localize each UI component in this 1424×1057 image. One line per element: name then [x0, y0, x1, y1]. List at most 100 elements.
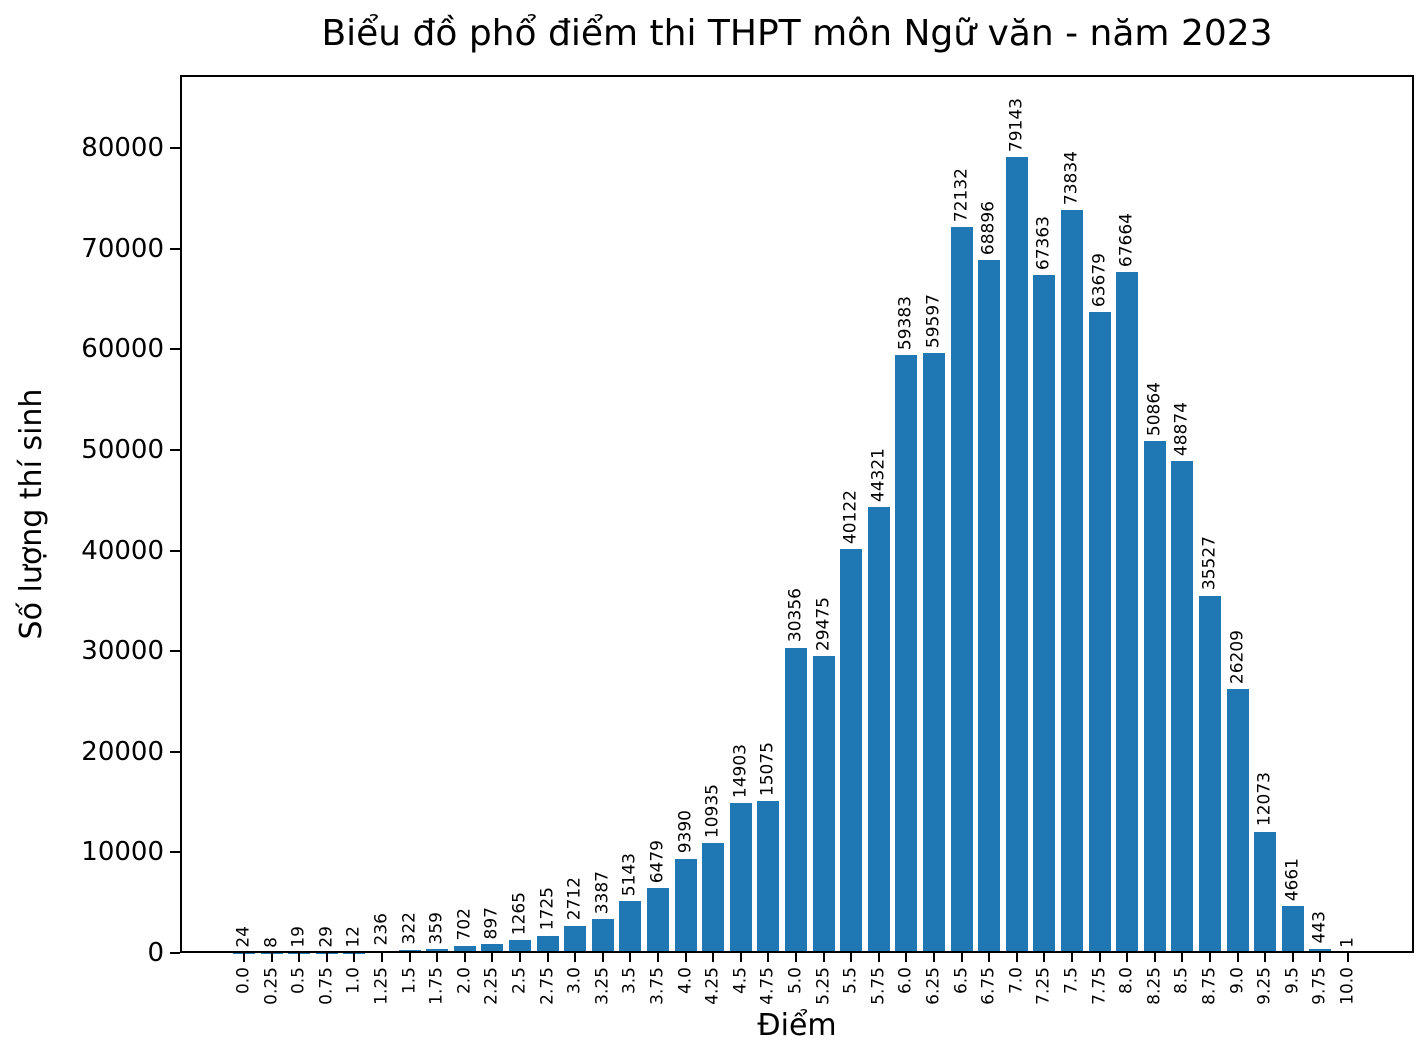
bar — [371, 950, 393, 953]
x-tick — [574, 953, 577, 962]
x-tick-label: 1.0 — [343, 967, 364, 995]
x-tick — [767, 953, 770, 962]
x-tick — [1181, 953, 1184, 962]
x-tick-label: 8.0 — [1116, 967, 1137, 995]
y-tick — [170, 348, 180, 351]
x-tick — [629, 953, 632, 962]
x-tick-label: 4.5 — [730, 967, 751, 995]
x-tick-label: 8.75 — [1199, 967, 1220, 1005]
bar-value-label: 3387 — [592, 870, 613, 914]
x-tick-label: 3.5 — [619, 967, 640, 995]
x-tick — [298, 953, 301, 962]
y-tick — [170, 952, 180, 954]
x-tick — [960, 953, 963, 962]
y-tick — [170, 650, 180, 653]
bar-value-label: 4661 — [1282, 857, 1303, 902]
x-tick — [546, 953, 549, 962]
bar — [453, 945, 476, 953]
bar-value-label: 44321 — [868, 447, 889, 503]
x-tick-label: 2.0 — [454, 967, 475, 995]
bar-value-label: 8 — [261, 937, 282, 948]
bar-value-label: 10935 — [702, 783, 723, 838]
bar-value-label: 59383 — [895, 296, 916, 351]
bar-value-label: 1725 — [537, 887, 558, 931]
bar — [702, 842, 725, 953]
bar-value-label: 73834 — [1061, 150, 1082, 206]
x-tick-label: 9.0 — [1227, 967, 1248, 995]
x-tick — [1291, 953, 1294, 962]
y-tick — [170, 147, 180, 149]
x-tick — [1153, 953, 1156, 962]
x-tick-label: 9.25 — [1254, 967, 1275, 1005]
bar-value-label: 48874 — [1171, 402, 1192, 457]
x-tick-label: 0.75 — [316, 967, 337, 1005]
x-tick-label: 7.0 — [1006, 967, 1027, 995]
y-axis-label: Số lượng thí sinh — [14, 388, 49, 640]
y-tick-label: 80000 — [81, 133, 164, 163]
bar — [591, 918, 614, 953]
x-axis-label: Điểm — [757, 1008, 837, 1043]
x-tick-label: 4.25 — [702, 967, 723, 1005]
bar-value-label: 15075 — [757, 742, 778, 797]
x-tick-label: 1.25 — [371, 967, 392, 1005]
bar-value-label: 72132 — [951, 168, 972, 223]
x-tick — [381, 953, 383, 962]
bar — [481, 943, 504, 953]
x-tick-label: 9.75 — [1309, 967, 1330, 1005]
x-tick — [601, 953, 604, 962]
bar — [398, 949, 421, 953]
bar-value-label: 2712 — [564, 877, 585, 921]
bar — [1226, 689, 1249, 953]
x-tick — [905, 953, 908, 962]
bar-value-label: 12073 — [1254, 772, 1275, 827]
x-tick — [1126, 953, 1129, 962]
bar-value-label: 50864 — [1144, 382, 1165, 437]
bar-value-label: 1265 — [509, 892, 530, 936]
x-tick-label: 9.5 — [1282, 967, 1303, 995]
x-tick-label: 6.75 — [978, 967, 999, 1005]
bar-value-label: 236 — [371, 913, 392, 946]
bar-value-label: 1 — [1337, 937, 1358, 948]
x-tick-label: 8.5 — [1171, 967, 1192, 995]
bar-value-label: 14903 — [730, 743, 751, 799]
bar-value-label: 35527 — [1199, 536, 1220, 591]
bar — [950, 227, 973, 953]
y-tick-label: 70000 — [81, 233, 164, 264]
bar — [619, 901, 642, 953]
bar-value-label: 29 — [316, 926, 337, 948]
bar — [1005, 156, 1028, 953]
x-tick-label: 4.0 — [675, 967, 696, 995]
y-tick — [170, 549, 180, 552]
y-tick — [170, 750, 180, 753]
bar — [1061, 210, 1083, 953]
x-tick-label: 3.75 — [647, 967, 668, 1005]
x-tick — [850, 953, 853, 962]
bar-value-label: 63679 — [1089, 253, 1110, 308]
y-tick — [170, 851, 180, 854]
bar-value-label: 30356 — [785, 588, 806, 643]
y-tick-label: 0 — [147, 938, 164, 968]
x-tick-label: 7.25 — [1033, 967, 1054, 1005]
bar — [1199, 595, 1221, 953]
bar — [757, 801, 780, 953]
x-tick — [463, 953, 466, 962]
bar-value-label: 68896 — [978, 200, 999, 255]
bar-value-label: 40122 — [840, 490, 861, 545]
x-tick-label: 7.5 — [1061, 967, 1082, 995]
bar — [729, 803, 752, 953]
bar-value-label: 26209 — [1227, 630, 1248, 685]
x-tick-label: 4.75 — [757, 967, 778, 1005]
bar — [1033, 275, 1056, 953]
bar — [426, 949, 449, 953]
x-tick — [657, 953, 659, 962]
x-tick — [408, 953, 411, 962]
bar-value-label: 29475 — [813, 597, 834, 652]
bar — [1116, 272, 1139, 953]
bar — [840, 549, 863, 953]
x-tick — [684, 953, 687, 962]
x-tick — [270, 953, 273, 962]
y-tick-label: 60000 — [81, 334, 164, 365]
x-tick — [739, 953, 742, 962]
x-tick-label: 0.25 — [261, 967, 282, 1005]
